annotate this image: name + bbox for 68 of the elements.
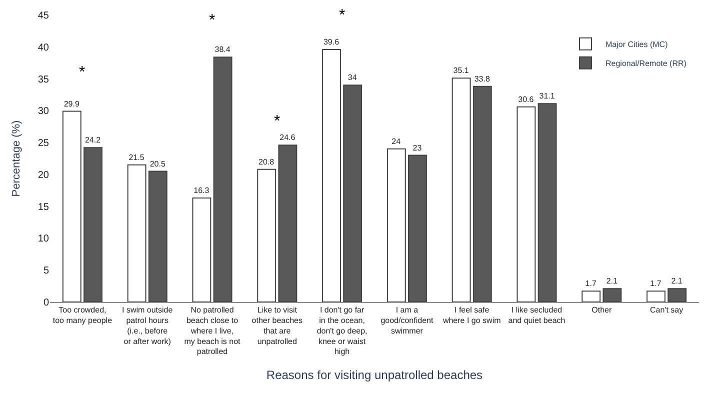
data-label: 24.6 bbox=[280, 133, 296, 142]
bar bbox=[408, 154, 427, 302]
annotation: * bbox=[209, 12, 216, 29]
bar bbox=[582, 290, 601, 302]
x-tick-label: Too crowded, too many people bbox=[52, 306, 113, 325]
x-tick-label: I feel safe where I go swim bbox=[442, 306, 502, 325]
data-label: 33.8 bbox=[474, 74, 490, 84]
data-label: 2.1 bbox=[606, 276, 618, 286]
data-label: 20.8 bbox=[258, 157, 275, 166]
legend-label: Major Cities (MC) bbox=[606, 40, 668, 49]
y-tick-label: 15 bbox=[38, 202, 50, 213]
bar bbox=[84, 147, 102, 302]
bar bbox=[62, 110, 82, 302]
data-label: 1.7 bbox=[650, 279, 662, 288]
bar bbox=[452, 78, 471, 302]
bar bbox=[213, 56, 232, 302]
bar bbox=[472, 86, 492, 302]
data-label: 29.9 bbox=[64, 99, 80, 108]
data-label: 2.1 bbox=[671, 276, 683, 286]
y-tick-label: 20 bbox=[38, 170, 50, 181]
x-tick-label: No patrolled beach close to where I live, my beach is not patrolled bbox=[184, 306, 242, 356]
annotation: * bbox=[274, 113, 280, 130]
x-tick-label: Like to visit other beaches that are unpatrolled bbox=[252, 306, 302, 346]
bar bbox=[257, 168, 276, 302]
data-label: 24 bbox=[392, 136, 402, 146]
bar bbox=[148, 170, 168, 302]
data-label: 34 bbox=[348, 73, 358, 82]
bar bbox=[646, 290, 666, 302]
data-label: 38.4 bbox=[214, 45, 231, 54]
x-axis-title: Reasons for visiting unpatrolled beaches bbox=[266, 368, 483, 382]
legend-label: Regional/Remote (RR) bbox=[606, 58, 687, 68]
bar bbox=[322, 48, 341, 302]
data-label: 39.6 bbox=[323, 37, 340, 46]
bar bbox=[127, 164, 146, 302]
y-tick-label: 0 bbox=[43, 298, 50, 308]
y-tick-label: 10 bbox=[38, 234, 50, 245]
data-label: 30.6 bbox=[518, 94, 534, 104]
bar bbox=[343, 84, 362, 302]
bar bbox=[602, 288, 622, 302]
data-label: 23 bbox=[412, 143, 422, 152]
y-tick-label: 25 bbox=[38, 138, 50, 150]
annotation: * bbox=[79, 64, 86, 81]
x-tick-label: I don't go far in the ocean, don't go deep, knee or waist high bbox=[316, 306, 368, 356]
data-label: 1.7 bbox=[585, 279, 597, 288]
x-tick-label: Other bbox=[592, 306, 612, 315]
bar bbox=[538, 103, 557, 302]
bar bbox=[516, 106, 536, 302]
y-tick-label: 35 bbox=[38, 74, 50, 86]
x-tick-label: I swim outside patrol hours (i.e., before or after work) bbox=[122, 306, 174, 346]
bar bbox=[278, 144, 298, 302]
annotation: * bbox=[339, 7, 346, 24]
y-axis-title: Percentage (%) bbox=[10, 120, 23, 197]
bar bbox=[668, 288, 687, 302]
data-label: 21.5 bbox=[128, 152, 145, 162]
x-tick-label: I am a good/confident swimmer bbox=[380, 306, 434, 336]
y-tick-label: 30 bbox=[38, 106, 50, 118]
data-label: 20.5 bbox=[150, 159, 166, 168]
x-tick-label: Can't say bbox=[650, 306, 684, 315]
data-label: 35.1 bbox=[453, 66, 470, 76]
y-tick-label: 5 bbox=[43, 266, 50, 277]
y-tick-label: 40 bbox=[38, 42, 50, 54]
bar bbox=[192, 198, 212, 302]
x-tick-label: I like secluded and quiet beach bbox=[508, 306, 566, 325]
data-label: 24.2 bbox=[84, 136, 102, 145]
y-tick-label: 45 bbox=[38, 10, 50, 22]
data-label: 31.1 bbox=[539, 92, 556, 101]
bar bbox=[386, 148, 406, 302]
data-label: 16.3 bbox=[194, 186, 210, 196]
